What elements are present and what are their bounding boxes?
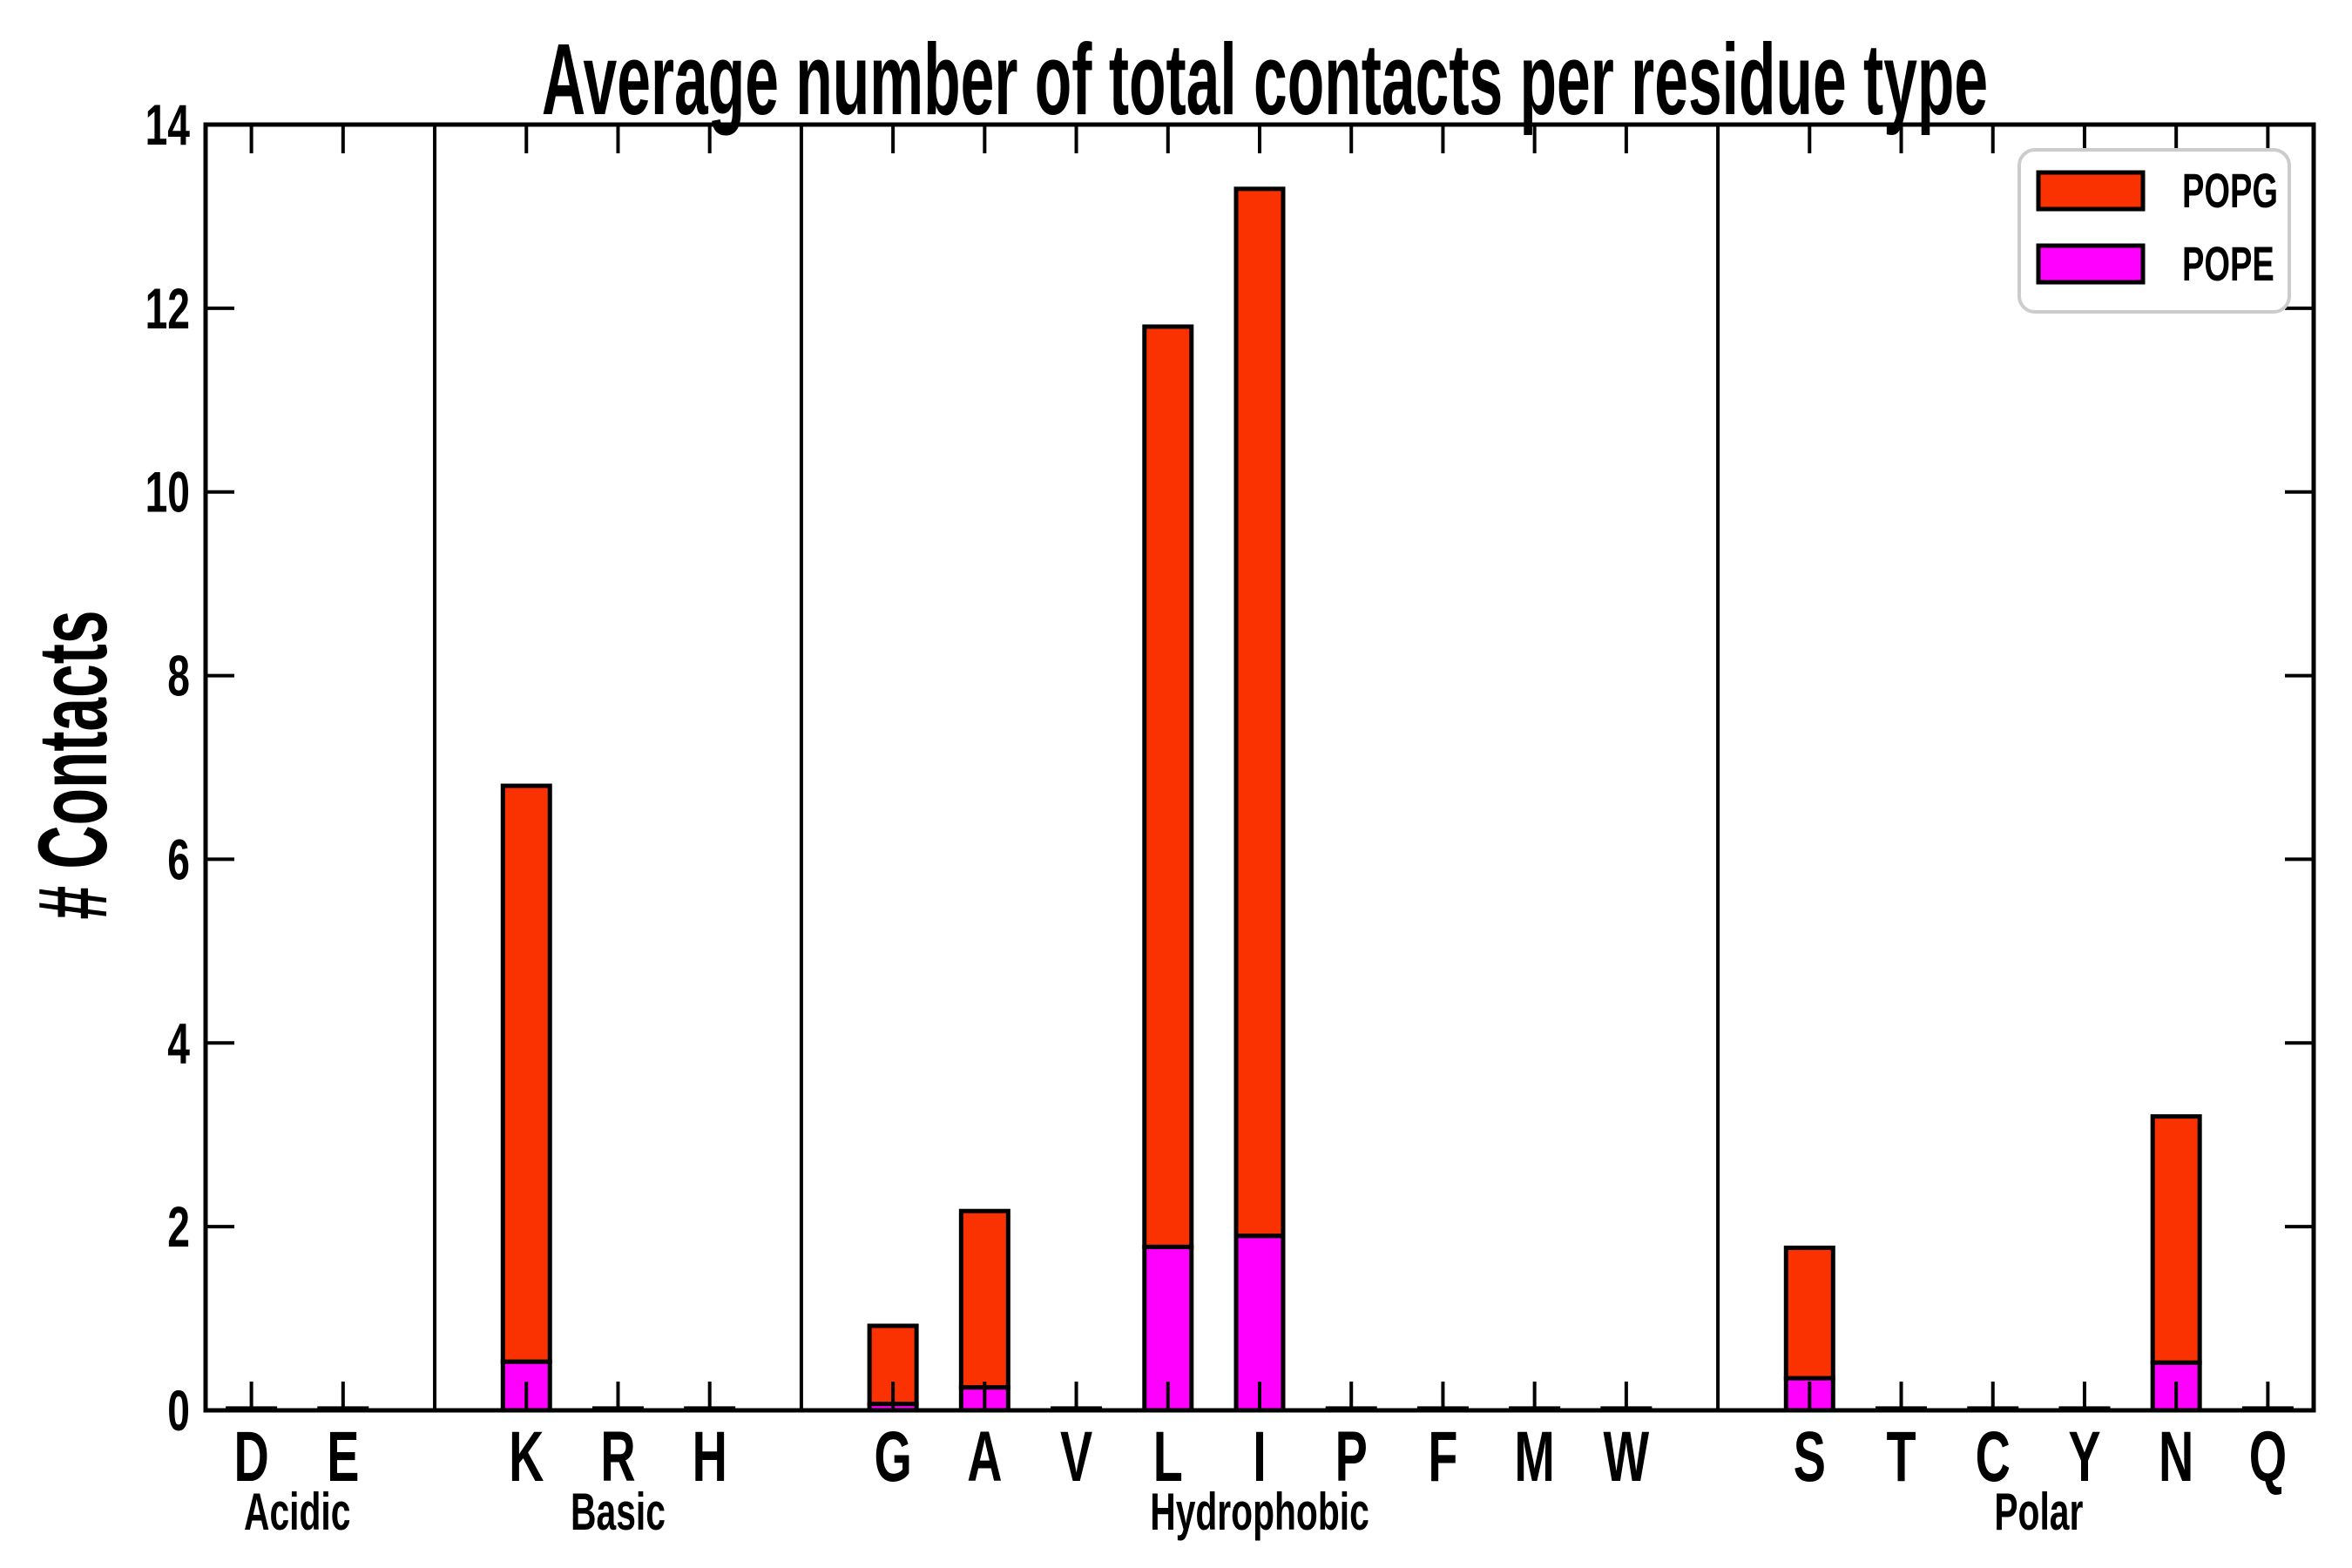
y-tick-label-12: 12: [145, 277, 190, 341]
group-label-polar: Polar: [1994, 1483, 2083, 1541]
legend-swatch-popg: [2036, 170, 2146, 212]
y-tick-label-4: 4: [167, 1011, 190, 1076]
x-tick-label-R: R: [600, 1416, 635, 1496]
x-tick-label-N: N: [2159, 1416, 2193, 1496]
bar-I-popg: [1233, 186, 1286, 1239]
axis-labels: 0 2 4 6 8 10 12 14 D E K R H G A V L I P F M W S T C Y N Q Acidic Bas…: [145, 93, 2287, 1541]
legend-swatch-pope: [2036, 243, 2146, 285]
x-tick-label-I: I: [1253, 1416, 1266, 1496]
y-tick-label-8: 8: [167, 644, 190, 708]
bar-A-popg: [958, 1208, 1010, 1390]
y-tick-label-10: 10: [145, 461, 190, 525]
bar-L-popg: [1142, 324, 1194, 1249]
y-tick-label-14: 14: [145, 93, 191, 158]
y-tick-label-0: 0: [167, 1379, 190, 1443]
x-tick-label-M: M: [1514, 1416, 1554, 1496]
bar-N-popg: [2150, 1114, 2202, 1365]
x-tick-label-W: W: [1604, 1416, 1650, 1496]
x-tick-label-D: D: [233, 1416, 268, 1496]
x-tick-label-P: P: [1335, 1416, 1368, 1496]
x-tick-label-G: G: [874, 1416, 911, 1496]
x-tick-label-Y: Y: [2068, 1416, 2100, 1496]
x-tick-label-V: V: [1060, 1416, 1092, 1496]
x-tick-label-E: E: [327, 1416, 359, 1496]
x-tick-label-A: A: [967, 1416, 1002, 1496]
y-tick-label-2: 2: [167, 1195, 190, 1260]
y-axis-label: # Contacts: [18, 611, 127, 920]
x-tick-label-T: T: [1886, 1416, 1916, 1496]
x-tick-label-H: H: [693, 1416, 727, 1496]
group-label-basic: Basic: [571, 1483, 666, 1541]
x-tick-label-S: S: [1794, 1416, 1826, 1496]
x-tick-label-K: K: [509, 1416, 544, 1496]
bar-K-popg: [500, 783, 552, 1364]
x-tick-label-Q: Q: [2249, 1416, 2287, 1496]
y-tick-label-6: 6: [167, 828, 190, 892]
legend-label-popg: POPG: [2182, 165, 2278, 219]
legend-label-pope: POPE: [2182, 238, 2274, 292]
chart-title: Average number of total contacts per res…: [542, 24, 1988, 137]
group-label-hydrophobic: Hydrophobic: [1150, 1483, 1369, 1541]
x-tick-label-L: L: [1153, 1416, 1183, 1496]
legend: POPG POPE: [2017, 148, 2291, 314]
group-separators: [433, 125, 1720, 1410]
bar-S-popg: [1783, 1245, 1835, 1381]
x-tick-label-F: F: [1428, 1416, 1457, 1496]
group-label-acidic: Acidic: [244, 1483, 350, 1541]
x-tick-label-C: C: [1976, 1416, 2011, 1496]
axis-ticks: [206, 125, 2314, 1410]
